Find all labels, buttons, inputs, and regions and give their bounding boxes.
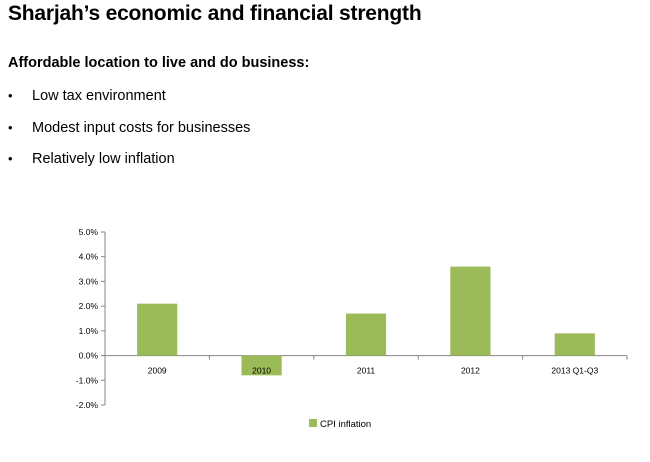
y-tick-label: 3.0% xyxy=(79,276,99,286)
bullet-list: • Low tax environment • Modest input cos… xyxy=(8,88,250,183)
y-tick-label: 5.0% xyxy=(79,227,99,237)
x-tick-label: 2011 xyxy=(357,366,376,376)
bar-2011 xyxy=(345,313,387,356)
bar-2012 xyxy=(450,266,491,356)
subheading: Affordable location to live and do busin… xyxy=(8,55,310,71)
x-tick-label: 2010 xyxy=(252,366,271,376)
legend-label: CPI inflation xyxy=(320,419,371,430)
y-tick-label: 0.0% xyxy=(79,351,99,361)
bullet-dot: • xyxy=(8,88,13,103)
bar-2010 xyxy=(241,355,282,376)
bullet-dot: • xyxy=(8,119,13,135)
y-tick-label: -1.0% xyxy=(76,375,99,385)
y-tick-label: 1.0% xyxy=(79,326,99,336)
bar-2013-q1-q3 xyxy=(554,333,595,356)
y-tick-label: -2.0% xyxy=(76,400,99,410)
x-tick-label: 2012 xyxy=(461,366,480,376)
bullet-item: • Low tax environment xyxy=(8,88,250,120)
bullet-text: Relatively low inflation xyxy=(32,151,175,167)
y-tick-label: 4.0% xyxy=(79,252,99,262)
y-tick-label: 2.0% xyxy=(79,301,99,311)
bullet-item: • Modest input costs for businesses xyxy=(8,120,250,152)
legend-swatch xyxy=(309,419,317,427)
bullet-text: Low tax environment xyxy=(32,88,166,104)
slide-title: Sharjah’s economic and financial strengt… xyxy=(8,2,422,25)
bullet-text: Modest input costs for businesses xyxy=(32,119,251,136)
x-tick-label: 2013 Q1-Q3 xyxy=(551,366,598,376)
bullet-dot: • xyxy=(8,151,13,166)
bullet-item: • Relatively low inflation xyxy=(8,151,250,183)
bar-2009 xyxy=(137,303,178,356)
x-tick-label: 2009 xyxy=(148,366,167,376)
